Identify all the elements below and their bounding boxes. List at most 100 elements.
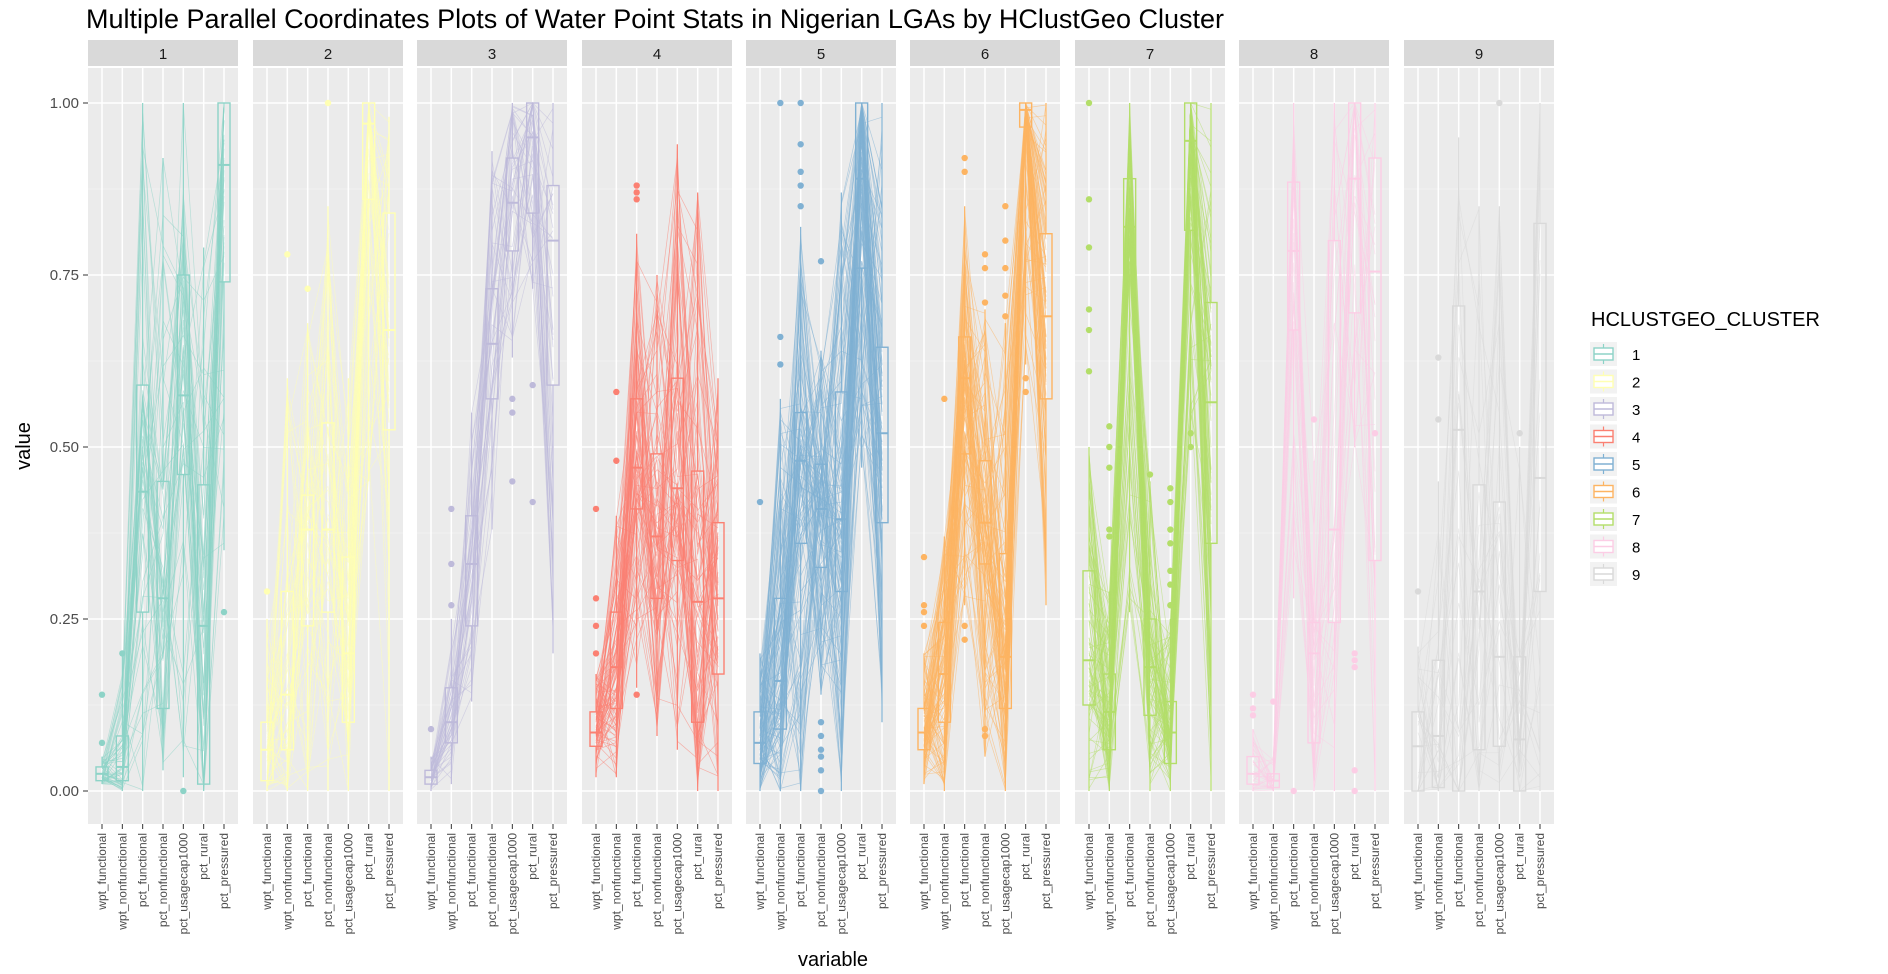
x-tick-label: wpt_functional xyxy=(589,833,603,911)
legend-key-5 xyxy=(1590,452,1617,476)
boxplot-pct_functional xyxy=(957,206,972,606)
x-tick-label: wpt_nonfunctional xyxy=(937,833,951,931)
legend-label: 2 xyxy=(1632,375,1640,392)
x-tick-label: pct_rural xyxy=(197,833,211,880)
boxplot-pct_pressured xyxy=(711,378,725,791)
box xyxy=(156,480,170,710)
boxplot-pct_nonfunctional xyxy=(321,206,335,791)
boxplot-pct_rural xyxy=(1183,102,1198,447)
x-tick-label: pct_pressured xyxy=(1039,833,1053,909)
outlier-point xyxy=(797,99,804,107)
outlier-point xyxy=(920,622,928,630)
x-tick-label: pct_nonfunctional xyxy=(156,833,170,927)
box xyxy=(280,590,295,751)
outlier-point xyxy=(797,168,804,175)
legend-label: 6 xyxy=(1632,485,1640,502)
outlier-point xyxy=(1414,588,1422,595)
legend-key-4 xyxy=(1590,424,1617,449)
outlier-point xyxy=(509,395,516,403)
boxplot-wpt_functional xyxy=(424,756,438,791)
x-tick-label: pct_nonfunctional xyxy=(978,833,992,927)
outlier-point xyxy=(1167,526,1174,533)
box xyxy=(1472,484,1486,751)
outlier-point xyxy=(529,381,536,389)
legend-label: 8 xyxy=(1632,540,1640,557)
boxplot-wpt_functional xyxy=(1082,447,1096,791)
boxplot-pct_usagecap1000 xyxy=(1492,206,1507,791)
x-tick-label: pct_usagecap1000 xyxy=(670,833,684,935)
legend: HCLUSTGEO_CLUSTER 1 2 3 4 5 6 7 8 9 xyxy=(1590,309,1820,586)
series-line xyxy=(595,320,719,768)
boxplot-wpt_nonfunctional xyxy=(1102,591,1117,791)
outlier-point xyxy=(961,154,968,162)
box xyxy=(260,721,274,782)
outlier-point xyxy=(1085,99,1093,107)
boxplot-wpt_functional xyxy=(95,756,109,785)
boxplot-pct_usagecap1000 xyxy=(505,103,520,358)
outlier-point xyxy=(981,299,989,306)
facet-panel-3: 3 wpt_functional wpt_nonfunctional pct_func… xyxy=(417,40,567,934)
outlier-point xyxy=(448,560,455,568)
box xyxy=(382,212,396,431)
outlier-point xyxy=(1371,430,1379,437)
box xyxy=(690,470,705,723)
outlier-point xyxy=(1249,691,1257,698)
y-tick-label: 0.00 xyxy=(50,783,79,800)
outlier-point xyxy=(817,258,825,265)
outlier-point xyxy=(920,602,928,609)
outlier-point xyxy=(1249,712,1257,719)
outlier-point xyxy=(797,203,804,210)
box xyxy=(176,274,191,476)
x-tick-label: wpt_nonfunctional xyxy=(1431,833,1445,931)
outlier-point xyxy=(1146,471,1154,478)
boxplot-pct_pressured xyxy=(875,103,889,723)
outlier-point xyxy=(1351,650,1358,657)
x-tick-label: wpt_nonfunctional xyxy=(115,833,129,931)
outlier-point xyxy=(1106,533,1113,540)
box xyxy=(650,453,664,600)
outlier-point xyxy=(777,333,784,341)
boxplot-pct_rural xyxy=(690,192,705,791)
x-tick-label: pct_rural xyxy=(691,833,705,880)
boxplot-wpt_functional xyxy=(1246,729,1260,791)
outlier-point xyxy=(304,285,311,292)
facet-strip-label: 1 xyxy=(159,46,167,63)
box xyxy=(217,102,231,283)
outlier-point xyxy=(817,767,825,774)
box xyxy=(793,411,808,545)
outlier-point xyxy=(592,622,600,630)
legend-label: 1 xyxy=(1632,347,1640,364)
outlier-point xyxy=(1435,416,1442,423)
x-tick-label: pct_functional xyxy=(1452,833,1466,907)
boxplot-pct_rural xyxy=(1018,102,1033,365)
outlier-point xyxy=(1085,368,1093,375)
series-line xyxy=(101,164,225,770)
x-tick-label: pct_rural xyxy=(526,833,540,880)
x-tick-label: wpt_functional xyxy=(753,833,767,911)
box xyxy=(917,707,931,751)
outlier-point xyxy=(1351,787,1358,795)
outlier-point xyxy=(817,746,825,753)
outlier-point xyxy=(797,141,804,148)
box xyxy=(629,398,644,510)
x-tick-label: wpt_nonfunctional xyxy=(609,833,623,931)
outlier-point xyxy=(1106,423,1113,430)
x-tick-label: wpt_functional xyxy=(1411,833,1425,911)
chart-title: Multiple Parallel Coordinates Plots of W… xyxy=(86,4,1224,34)
x-tick-label: pct_pressured xyxy=(217,833,231,909)
outlier-point xyxy=(1167,540,1174,547)
x-tick-label: pct_usagecap1000 xyxy=(834,833,848,935)
x-tick-label: wpt_functional xyxy=(1082,833,1096,911)
series-line xyxy=(1417,103,1541,749)
x-tick-label: pct_usagecap1000 xyxy=(341,833,355,935)
boxplot-pct_usagecap1000 xyxy=(1163,619,1178,791)
box xyxy=(196,484,211,785)
boxplot-pct_pressured xyxy=(1368,103,1382,791)
box xyxy=(1347,102,1362,314)
outlier-point xyxy=(1002,237,1009,244)
outlier-point xyxy=(448,505,455,513)
legend-title: HCLUSTGEO_CLUSTER xyxy=(1591,309,1820,331)
box xyxy=(1512,656,1527,792)
boxplot-wpt_functional xyxy=(589,674,603,778)
